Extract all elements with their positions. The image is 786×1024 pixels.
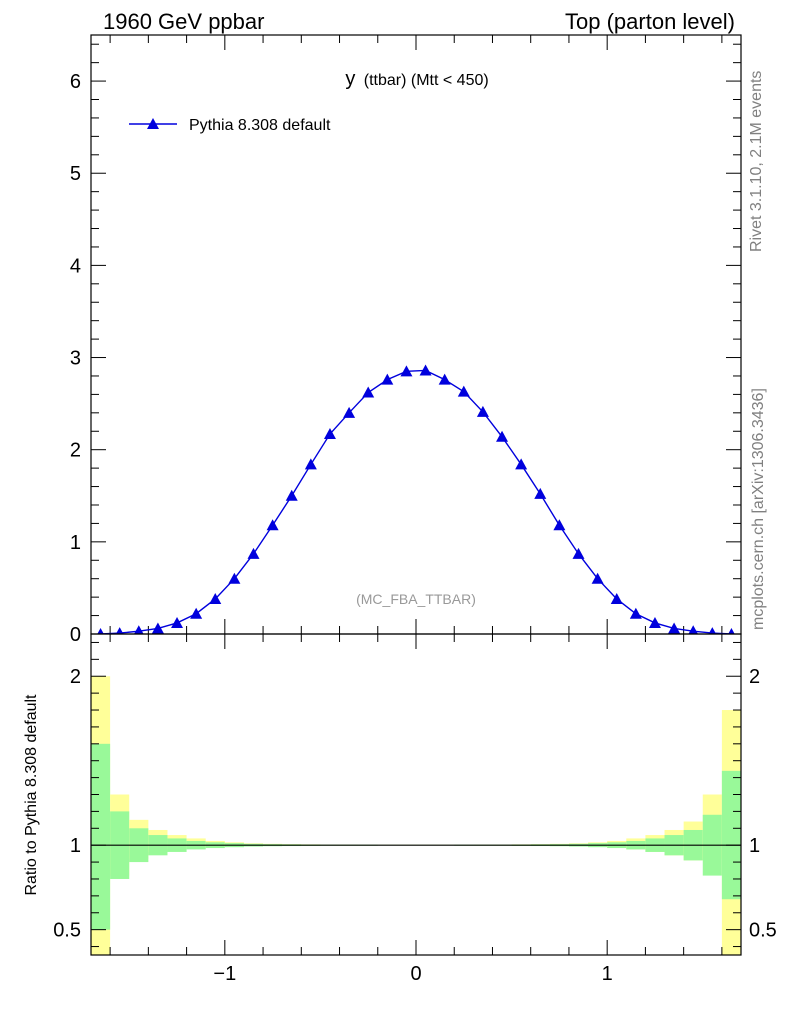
data-point-marker	[209, 592, 222, 604]
data-point-marker	[285, 489, 298, 501]
legend-triangle-marker	[147, 118, 159, 129]
ratio-xtick-label: −1	[213, 963, 236, 985]
data-point-marker	[457, 385, 470, 397]
ratio-xtick-label: 1	[602, 963, 613, 985]
watermark-label: (MC_FBA_TTBAR)	[356, 591, 476, 607]
data-point-marker	[304, 458, 317, 470]
data-point-marker	[323, 428, 336, 440]
legend: Pythia 8.308 default	[129, 117, 331, 134]
data-point-marker	[362, 386, 375, 398]
data-point-marker	[476, 405, 489, 417]
main-ytick-label: 1	[70, 532, 81, 554]
data-point-marker	[400, 365, 413, 377]
data-point-marker	[728, 628, 735, 634]
data-point-marker	[151, 622, 164, 634]
ratio-ytick-label-right: 2	[749, 666, 760, 688]
ratio-inner-band	[721, 770, 741, 900]
data-point-marker	[247, 547, 260, 559]
data-point-marker	[438, 373, 451, 385]
main-ytick-label: 3	[70, 348, 81, 370]
data-point-marker	[496, 430, 509, 442]
data-point-marker	[134, 625, 144, 634]
data-point-marker	[591, 572, 604, 584]
data-point-marker	[97, 628, 104, 634]
data-point-marker	[610, 592, 623, 604]
data-point-marker	[381, 373, 394, 385]
title-variable: y	[345, 68, 355, 90]
data-point-marker	[515, 458, 528, 470]
main-ytick-label: 2	[70, 440, 81, 462]
ratio-ytick-label-left: 2	[70, 666, 81, 688]
data-point-marker	[115, 627, 124, 634]
ratio-ylabel: Ratio to Pythia 8.308 default	[23, 694, 40, 896]
data-point-marker	[534, 487, 547, 499]
data-point-marker	[688, 625, 698, 634]
data-point-marker	[171, 616, 184, 628]
header-right-label: Top (parton level)	[565, 9, 735, 34]
data-point-marker	[629, 607, 642, 619]
data-point-marker	[668, 622, 681, 634]
data-point-marker	[553, 519, 566, 531]
main-ytick-label: 4	[70, 255, 81, 277]
main-plot-panel: y (ttbar) (Mtt < 450) (MC_FBA_TTBAR) Pyt…	[70, 34, 742, 646]
main-ytick-label: 0	[70, 624, 81, 646]
data-point-marker	[228, 572, 241, 584]
data-point-marker	[266, 519, 279, 531]
ratio-plot-frame	[90, 633, 742, 956]
main-ytick-label: 5	[70, 163, 81, 185]
title-subtext: (ttbar) (Mtt < 450)	[364, 72, 489, 89]
data-point-marker	[343, 406, 356, 418]
ratio-plot-panel: Ratio to Pythia 8.308 default 0.5 0.5 1 1 2 2…	[23, 633, 777, 985]
ratio-ytick-label-left: 0.5	[53, 920, 81, 942]
data-point-marker	[190, 607, 203, 619]
ratio-xtick-label: 0	[410, 963, 421, 985]
data-point-marker	[419, 364, 432, 376]
ratio-ytick-label-left: 1	[70, 835, 81, 857]
header-left-label: 1960 GeV ppbar	[103, 9, 264, 34]
rivet-label: Rivet 3.1.10, 2.1M events	[748, 71, 765, 252]
legend-series-label: Pythia 8.308 default	[189, 117, 331, 134]
ratio-inner-band	[91, 743, 111, 930]
ratio-ytick-label-right: 0.5	[749, 920, 777, 942]
main-ytick-label: 6	[70, 71, 81, 93]
data-point-marker	[572, 547, 585, 559]
main-plot-title: y (ttbar) (Mtt < 450)	[345, 68, 488, 90]
data-point-marker	[648, 616, 661, 628]
series-line	[100, 369, 732, 634]
data-point-marker	[708, 627, 717, 634]
mcplots-label: mcplots.cern.ch [arXiv:1306.3436]	[750, 388, 767, 630]
ratio-ytick-label-right: 1	[749, 835, 760, 857]
